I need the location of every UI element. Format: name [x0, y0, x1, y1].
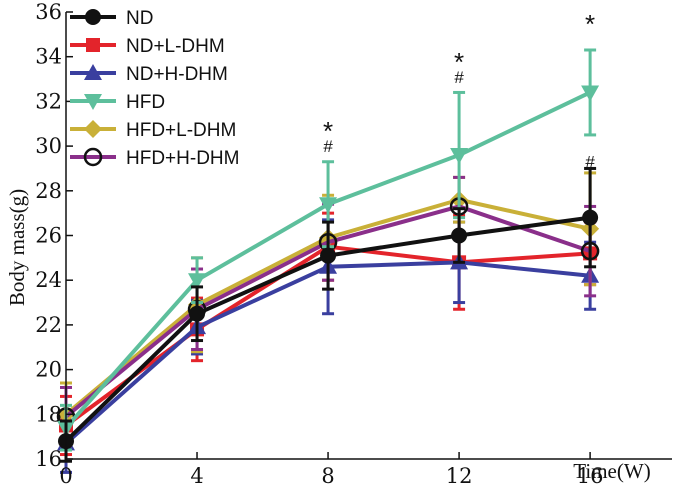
y-axis-title: Body mass(g): [5, 189, 29, 306]
legend-label: ND: [126, 8, 153, 29]
data-point: [188, 273, 207, 290]
legend-label: HFD+L-DHM: [126, 120, 236, 141]
data-point: [581, 85, 600, 102]
legend-label: HFD+H-DHM: [126, 148, 239, 169]
y-tick-label: 36: [35, 0, 62, 24]
data-point: [319, 197, 338, 214]
legend-item-hfd-l-dhm: HFD+L-DHM: [70, 120, 236, 141]
y-tick-label: 32: [35, 89, 62, 113]
significance-hash: #: [323, 137, 333, 156]
significance-hash: #: [454, 68, 464, 87]
x-tick-label: 12: [446, 464, 473, 488]
data-point: [189, 305, 206, 322]
legend-item-hfd: HFD: [70, 92, 165, 113]
series-nd: [58, 166, 599, 463]
y-tick-label: 20: [35, 358, 62, 382]
legend-item-nd-h-dhm: ND+H-DHM: [70, 64, 228, 85]
legend-item-hfd-h-dhm: HFD+H-DHM: [70, 147, 239, 169]
x-tick-label: 8: [321, 464, 334, 488]
legend-item-nd-l-dhm: ND+L-DHM: [70, 36, 225, 57]
significance-hash: #: [585, 153, 595, 172]
legend-marker: [84, 64, 102, 80]
y-tick-label: 16: [35, 447, 62, 471]
y-tick-label: 22: [35, 313, 62, 337]
legend-marker: [86, 38, 100, 52]
y-tick-label: 30: [35, 134, 62, 158]
legend-label: ND+H-DHM: [126, 64, 228, 85]
legend-label: HFD: [126, 92, 165, 113]
x-axis-title: Time(W): [573, 459, 650, 483]
y-tick-label: 26: [35, 224, 62, 248]
significance-star: *: [585, 9, 595, 39]
y-tick-label: 28: [35, 179, 62, 203]
legend-marker: [83, 147, 103, 167]
legend-marker: [84, 94, 102, 110]
data-point: [450, 148, 469, 165]
legend-item-nd: ND: [70, 8, 153, 29]
y-tick-label: 24: [35, 268, 62, 292]
x-tick-label: 16: [577, 464, 604, 488]
legend-label: ND+L-DHM: [126, 36, 225, 57]
data-point: [451, 227, 468, 244]
x-tick-label: 4: [190, 464, 203, 488]
significance-star: *: [454, 47, 464, 77]
data-point: [320, 247, 337, 264]
legend-marker: [85, 9, 101, 25]
significance-star: *: [323, 116, 333, 146]
legend-marker: [84, 120, 102, 138]
y-tick-label: 18: [35, 402, 62, 426]
data-point: [582, 209, 599, 226]
y-tick-label: 34: [35, 45, 62, 69]
x-tick-label: 0: [59, 464, 72, 488]
